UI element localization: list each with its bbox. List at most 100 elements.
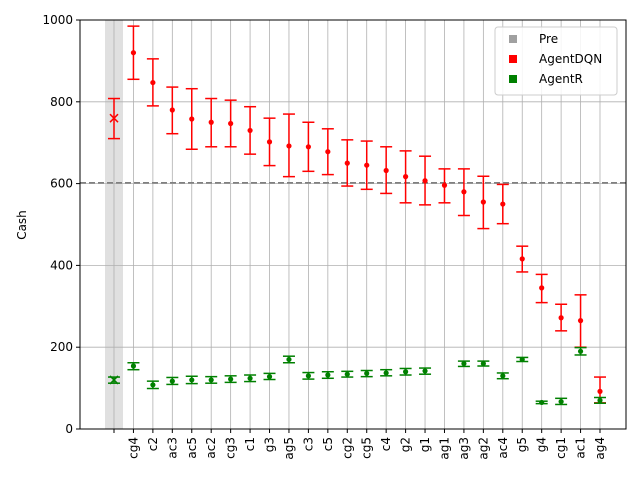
dot-marker [597, 388, 603, 394]
data-point [166, 86, 179, 135]
x-tick-label: ac5 [185, 437, 199, 459]
data-point [302, 121, 315, 173]
data-point [457, 168, 470, 217]
data-point [146, 58, 159, 107]
dot-marker [480, 360, 486, 367]
data-point [302, 371, 315, 380]
series-agentdqn [127, 25, 606, 404]
x-marker-stroke [109, 113, 119, 123]
series-agentr [108, 346, 606, 406]
legend-swatch [509, 35, 517, 43]
data-point [263, 372, 276, 381]
dot-marker [325, 149, 331, 155]
data-point [224, 375, 237, 384]
legend-label: AgentR [539, 72, 583, 86]
data-point [516, 245, 529, 273]
dot-marker [247, 375, 253, 381]
data-point [399, 150, 412, 204]
dot-marker [539, 399, 545, 406]
x-tick-label: c1 [243, 437, 257, 451]
data-point [108, 97, 120, 140]
dot-marker [247, 127, 253, 134]
data-point [341, 370, 354, 378]
dot-marker [130, 50, 137, 56]
y-tick-label: 0 [65, 422, 73, 436]
x-tick-label: g5 [515, 437, 529, 452]
dot-marker [441, 182, 448, 188]
x-tick-label: ac2 [204, 437, 218, 459]
dot-marker [364, 162, 370, 168]
x-tick-label: g1 [418, 437, 432, 452]
dot-marker [383, 370, 389, 376]
data-point [224, 99, 237, 148]
dot-marker [422, 368, 428, 374]
y-tick-label: 600 [50, 177, 73, 191]
dot-marker [461, 360, 467, 367]
dot-marker [461, 189, 467, 195]
data-point [496, 372, 509, 380]
y-axis-label: Cash [15, 210, 29, 240]
dot-marker [539, 285, 545, 291]
dot-marker [577, 348, 584, 354]
dot-marker [422, 178, 428, 184]
data-point [555, 397, 568, 406]
dot-marker [266, 374, 273, 380]
dot-marker [286, 356, 292, 363]
data-point [496, 183, 509, 225]
data-point [263, 117, 276, 167]
data-point [321, 370, 334, 380]
dot-marker [519, 256, 525, 262]
data-point [419, 367, 432, 375]
legend-swatch [509, 75, 517, 83]
dot-marker [169, 378, 175, 384]
x-tick-label: ac4 [496, 437, 510, 459]
data-point [574, 346, 587, 356]
data-point [477, 360, 490, 367]
data-point [360, 369, 373, 378]
x-tick-label: c5 [321, 437, 335, 451]
data-point [399, 367, 412, 376]
data-point [244, 105, 257, 155]
data-point [282, 355, 295, 364]
data-point [185, 375, 198, 385]
y-tick-label: 800 [50, 95, 73, 109]
x-tick-label: cg1 [554, 437, 568, 459]
dot-marker [286, 143, 292, 149]
y-tick-label: 200 [50, 340, 73, 354]
x-tick-label: c4 [379, 437, 393, 451]
data-point [594, 396, 606, 404]
x-tick-label: cg4 [126, 437, 140, 459]
data-point [127, 25, 140, 81]
dot-marker [130, 363, 137, 369]
dot-marker [519, 356, 525, 363]
x-tick-label: c2 [146, 437, 160, 451]
x-tick-label: ag5 [282, 437, 296, 460]
data-point [535, 273, 548, 304]
data-point [321, 128, 334, 176]
dot-marker [364, 370, 370, 376]
dot-marker [500, 201, 506, 207]
y-tick-label: 1000 [42, 13, 73, 27]
dot-marker [228, 120, 234, 127]
data-point [341, 139, 354, 187]
x-tick-label: ag4 [593, 437, 607, 460]
dot-marker [208, 119, 214, 125]
data-point [244, 374, 257, 383]
data-point [282, 113, 295, 178]
data-point [380, 368, 393, 377]
dot-marker [383, 167, 389, 174]
dot-marker [558, 398, 564, 405]
dot-marker [403, 369, 409, 375]
dot-marker [169, 107, 175, 113]
dot-marker [150, 79, 156, 86]
x-tick-label: ag3 [457, 437, 471, 460]
x-tick-label: ag1 [437, 437, 451, 460]
x-tick-label: g4 [535, 437, 549, 452]
data-point [205, 97, 218, 148]
dot-marker [344, 160, 350, 166]
data-point [457, 360, 470, 368]
data-point [127, 361, 140, 371]
data-point [535, 399, 548, 406]
dot-marker [558, 315, 564, 321]
